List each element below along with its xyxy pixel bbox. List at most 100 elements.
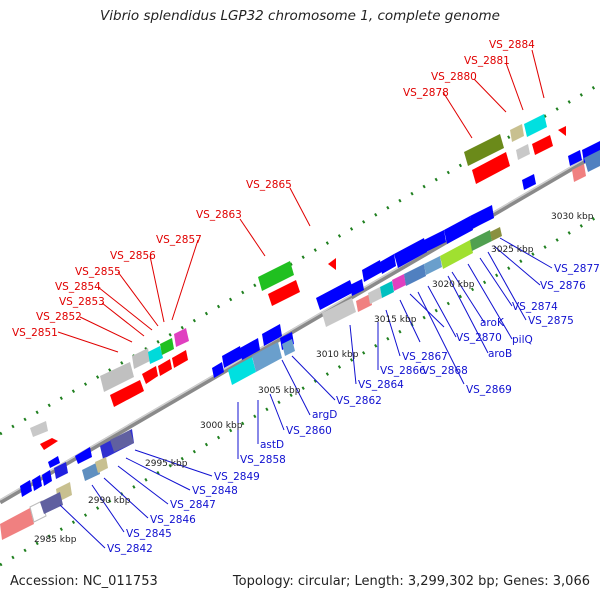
gene-label-top[interactable]: VS_2857 xyxy=(156,234,202,246)
gene-label-bottom[interactable]: pilQ xyxy=(512,334,533,346)
cds-forward[interactable] xyxy=(30,421,48,437)
gene-label-bottom[interactable]: VS_2877 xyxy=(554,263,600,275)
gene-label-top[interactable]: VS_2884 xyxy=(489,39,535,51)
gene-label-bottom[interactable]: VS_2870 xyxy=(456,332,502,344)
gene-label-bottom[interactable]: VS_2875 xyxy=(528,315,574,327)
cds-reverse[interactable] xyxy=(444,216,473,244)
cds-reverse[interactable] xyxy=(262,324,282,346)
cds-forward[interactable] xyxy=(524,114,547,137)
cds-forward[interactable] xyxy=(472,152,510,184)
cds-forward[interactable] xyxy=(160,338,174,355)
gene-label-bottom[interactable]: aroB xyxy=(488,348,512,360)
cds-reverse[interactable] xyxy=(110,430,134,452)
gene-label-bottom[interactable]: VS_2874 xyxy=(512,301,558,313)
cds-reverse[interactable] xyxy=(584,150,600,172)
gene-label-bottom[interactable]: VS_2849 xyxy=(214,471,260,483)
gene-label-top[interactable]: VS_2851 xyxy=(12,327,58,339)
cds-forward[interactable] xyxy=(40,438,58,450)
gene-label-bottom[interactable]: VS_2847 xyxy=(170,499,216,511)
kbp-tick-label: 3010 kbp xyxy=(316,350,359,360)
cds-reverse[interactable] xyxy=(392,274,406,291)
cds-forward[interactable] xyxy=(328,258,336,270)
cds-reverse[interactable] xyxy=(356,294,372,312)
gene-label-bottom[interactable]: VS_2868 xyxy=(422,365,468,377)
gene-label-bottom[interactable]: VS_2866 xyxy=(380,365,426,377)
cds-reverse[interactable] xyxy=(32,475,42,491)
cds-forward[interactable] xyxy=(110,380,144,407)
cds-reverse[interactable] xyxy=(82,462,100,481)
cds-reverse[interactable] xyxy=(40,492,63,514)
gene-label-top[interactable]: VS_2852 xyxy=(36,311,82,323)
cds-reverse[interactable] xyxy=(572,164,586,182)
cds-forward[interactable] xyxy=(510,124,524,142)
cds-reverse[interactable] xyxy=(252,342,282,372)
cds-forward[interactable] xyxy=(532,135,553,155)
gene-label-bottom[interactable]: VS_2845 xyxy=(126,528,172,540)
cds-reverse[interactable] xyxy=(75,447,92,464)
cds-reverse[interactable] xyxy=(490,227,502,241)
gene-label-bottom[interactable]: VS_2864 xyxy=(358,379,404,391)
cds-reverse[interactable] xyxy=(440,240,473,269)
cds-forward[interactable] xyxy=(516,144,530,160)
cds-forward[interactable] xyxy=(132,348,150,369)
cds-forward[interactable] xyxy=(268,280,300,306)
gene-label-bottom[interactable]: VS_2846 xyxy=(150,514,196,526)
cds-reverse[interactable] xyxy=(380,254,396,274)
cds-reverse[interactable] xyxy=(212,362,224,378)
cds-reverse[interactable] xyxy=(522,174,536,190)
cds-reverse[interactable] xyxy=(0,508,34,540)
cds-reverse[interactable] xyxy=(470,230,492,251)
cds-reverse[interactable] xyxy=(228,357,256,385)
cds-forward[interactable] xyxy=(174,328,189,347)
gene-label-bottom[interactable]: VS_2867 xyxy=(402,351,448,363)
cds-reverse[interactable] xyxy=(95,457,108,473)
gene-label-top[interactable]: VS_2863 xyxy=(196,209,242,221)
leader-line xyxy=(399,299,421,343)
cds-reverse[interactable] xyxy=(48,456,60,468)
cds-forward[interactable] xyxy=(172,350,188,368)
cds-reverse[interactable] xyxy=(380,281,394,298)
cds-reverse[interactable] xyxy=(222,346,242,368)
cds-forward[interactable] xyxy=(464,134,504,166)
gene-label-top[interactable]: VS_2881 xyxy=(464,55,510,67)
gene-label-bottom[interactable]: VS_2860 xyxy=(286,425,332,437)
cds-reverse[interactable] xyxy=(394,238,427,268)
cds-reverse[interactable] xyxy=(424,230,446,252)
gene-label-bottom[interactable]: VS_2848 xyxy=(192,485,238,497)
gene-label-bottom[interactable]: VS_2869 xyxy=(466,384,512,396)
gene-label-top[interactable]: VS_2878 xyxy=(403,87,449,99)
gene-label-bottom[interactable]: VS_2842 xyxy=(107,543,153,555)
cds-reverse[interactable] xyxy=(368,287,382,304)
gene-label-top[interactable]: VS_2853 xyxy=(59,296,105,308)
cds-forward[interactable] xyxy=(148,346,163,364)
gene-label-top[interactable]: VS_2865 xyxy=(246,179,292,191)
cds-reverse[interactable] xyxy=(20,480,32,497)
cds-reverse[interactable] xyxy=(424,256,442,275)
cds-reverse[interactable] xyxy=(42,470,52,486)
cds-reverse[interactable] xyxy=(322,298,356,327)
cds-forward[interactable] xyxy=(158,359,172,376)
gene-label-bottom[interactable]: argD xyxy=(312,409,337,421)
gene-label-top[interactable]: VS_2856 xyxy=(110,250,156,262)
gene-label-bottom[interactable]: VS_2858 xyxy=(240,454,286,466)
gene-label-top[interactable]: VS_2855 xyxy=(75,266,121,278)
cds-reverse[interactable] xyxy=(240,338,260,360)
cds-reverse[interactable] xyxy=(54,462,68,479)
cds-reverse[interactable] xyxy=(404,264,426,286)
cds-reverse[interactable] xyxy=(282,339,295,356)
cds-reverse[interactable] xyxy=(350,279,364,296)
cds-reverse[interactable] xyxy=(470,205,494,229)
cds-forward[interactable] xyxy=(558,126,566,136)
cds-forward[interactable] xyxy=(142,366,158,384)
gene-label-bottom[interactable]: astD xyxy=(260,439,284,451)
cds-reverse[interactable] xyxy=(316,280,354,310)
cds-forward[interactable] xyxy=(258,261,294,291)
cds-reverse[interactable] xyxy=(362,260,382,282)
gene-label-bottom[interactable]: VS_2862 xyxy=(336,395,382,407)
gene-label-bottom[interactable]: aroK xyxy=(480,317,505,329)
gene-label-top[interactable]: VS_2880 xyxy=(431,71,477,83)
gene-label-bottom[interactable]: VS_2876 xyxy=(540,280,586,292)
cds-forward[interactable] xyxy=(100,362,134,392)
gene-label-top[interactable]: VS_2854 xyxy=(55,281,101,293)
cds-reverse[interactable] xyxy=(568,150,582,166)
